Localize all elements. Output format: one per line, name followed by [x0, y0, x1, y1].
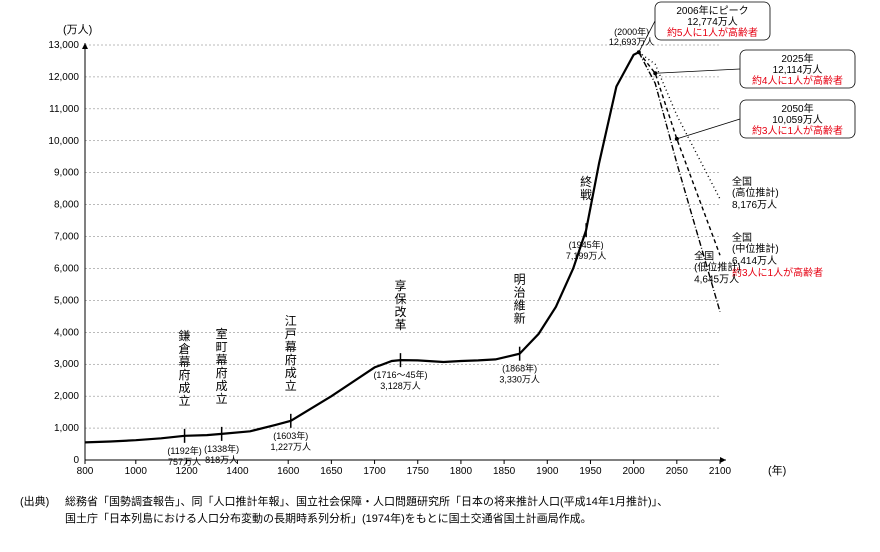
- proj-high-l2: (高位推計): [732, 186, 779, 199]
- event-title: 明: [514, 273, 526, 287]
- event-title: 成: [179, 381, 191, 395]
- y-tick-label: 7,000: [54, 232, 79, 243]
- y-tick-label: 5,000: [54, 295, 79, 306]
- footnote-line2: 国土庁「日本列島における人口分布変動の長期時系列分析」(1974年)をもとに国土…: [65, 511, 592, 525]
- x-tick-label: 1650: [320, 466, 343, 477]
- event-title: 幕: [285, 340, 297, 354]
- event-title: 町: [216, 340, 228, 354]
- event-title: 府: [216, 365, 228, 380]
- x-tick-label: 1600: [277, 466, 300, 477]
- event-title: 戦: [580, 188, 592, 202]
- event-title: 維: [514, 299, 526, 313]
- event-title: 成: [216, 379, 228, 393]
- event-title: 成: [285, 366, 297, 380]
- x-tick-label: 1950: [579, 466, 602, 477]
- y-tick-label: 3,000: [54, 359, 79, 370]
- event-title: 府: [285, 352, 297, 367]
- event-title: 戸: [285, 327, 297, 341]
- callout-line2: 12,114万人: [773, 64, 823, 76]
- event-title: 幕: [179, 355, 191, 369]
- callout-line2: 12,774万人: [687, 16, 738, 28]
- x-axis-label: (年): [768, 463, 786, 477]
- callout-red: 約3人に1人が高齢者: [752, 124, 843, 137]
- event-value: 3,330万人: [499, 375, 540, 385]
- y-tick-label: 4,000: [54, 327, 79, 338]
- event-title: 幕: [216, 353, 228, 367]
- event-title: 倉: [179, 341, 191, 356]
- point-2000-value: 12,693万人: [609, 37, 655, 47]
- event-title: 保: [394, 292, 406, 306]
- proj-high-val: 8,176万人: [732, 199, 777, 211]
- event-title: 鎌: [179, 328, 191, 343]
- y-axis-label: (万人): [63, 23, 92, 36]
- point-2000-year: (2000年): [614, 26, 649, 37]
- x-tick-label: 1750: [407, 466, 430, 477]
- event-title: 立: [179, 393, 191, 408]
- x-tick-label: 1900: [536, 466, 559, 477]
- proj-low-val: 4,645万人: [694, 274, 739, 286]
- event-value: 1,227万人: [271, 442, 312, 452]
- proj-med-l1: 全国: [732, 231, 752, 244]
- event-title: 立: [285, 378, 297, 393]
- event-year: (1338年): [204, 443, 239, 454]
- event-title: 終: [580, 174, 592, 189]
- event-title: 享: [394, 278, 406, 293]
- callout-red: 約5人に1人が高齢者: [667, 26, 758, 39]
- y-tick-label: 12,000: [48, 72, 79, 83]
- event-title: 室: [216, 326, 228, 341]
- x-tick-label: 1850: [493, 466, 516, 477]
- event-title: 新: [514, 311, 526, 326]
- callout-line2: 10,059万人: [772, 114, 823, 126]
- y-tick-label: 8,000: [54, 200, 79, 211]
- y-tick-label: 2,000: [54, 391, 79, 402]
- y-tick-label: 1,000: [54, 423, 79, 434]
- proj-low-l2: (低位推計): [694, 261, 741, 274]
- event-title: 革: [394, 318, 406, 332]
- event-year: (1603年): [273, 430, 308, 441]
- y-tick-label: 13,000: [48, 40, 79, 51]
- event-value: 757万人: [168, 457, 201, 467]
- x-tick-label: 1700: [363, 466, 386, 477]
- population-history-chart: 0 1,000 2,000 3,000 4,000 5,000 6,000 7,000 8,00…: [0, 0, 880, 552]
- chart-svg: 0 1,000 2,000 3,000 4,000 5,000 6,000 7,000 8,00…: [0, 0, 880, 552]
- x-tick-label: 800: [77, 466, 94, 477]
- x-tick-label: 2000: [623, 466, 646, 477]
- event-title: 府: [179, 367, 191, 382]
- event-value: 818万人: [205, 455, 238, 465]
- event-year: (1945年): [569, 239, 604, 250]
- proj-med-red: 約3人に1人が高齢者: [732, 266, 823, 279]
- x-tick-label: 1200: [175, 466, 198, 477]
- event-year: (1716～45年): [373, 369, 427, 380]
- event-year: (1192年): [167, 445, 201, 456]
- y-tick-label: 6,000: [54, 263, 79, 274]
- y-tick-label: 9,000: [54, 168, 79, 179]
- proj-low-l1: 全国: [694, 250, 714, 263]
- y-tick-label: 11,000: [49, 104, 79, 115]
- callout-red: 約4人に1人が高齢者: [752, 74, 843, 87]
- x-tick-label: 2100: [709, 466, 732, 477]
- callout-line1: 2050年: [781, 102, 813, 115]
- proj-med-l2: (中位推計): [732, 242, 779, 255]
- proj-high-l1: 全国: [732, 175, 752, 188]
- event-title: 治: [514, 286, 526, 300]
- y-tick-label: 10,000: [48, 136, 79, 147]
- event-title: 江: [285, 314, 297, 328]
- x-tick-label: 1000: [125, 466, 148, 477]
- event-year: (1868年): [502, 363, 537, 374]
- x-tick-label: 1800: [450, 466, 473, 477]
- event-title: 改: [394, 305, 406, 319]
- callout-line1: 2006年にピーク: [676, 4, 748, 17]
- event-title: 立: [216, 391, 228, 406]
- event-value: 7,199万人: [566, 251, 607, 261]
- footnote-prefix: (出典): [20, 494, 49, 508]
- callout-line1: 2025年: [781, 52, 813, 65]
- x-tick-label: 1400: [226, 466, 249, 477]
- x-tick-label: 2050: [666, 466, 689, 477]
- event-value: 3,128万人: [380, 381, 421, 391]
- y-tick-label: 0: [73, 455, 79, 466]
- footnote-line1: 総務省「国勢調査報告」、同「人口推計年報」、国立社会保障・人口問題研究所「日本の…: [65, 494, 668, 508]
